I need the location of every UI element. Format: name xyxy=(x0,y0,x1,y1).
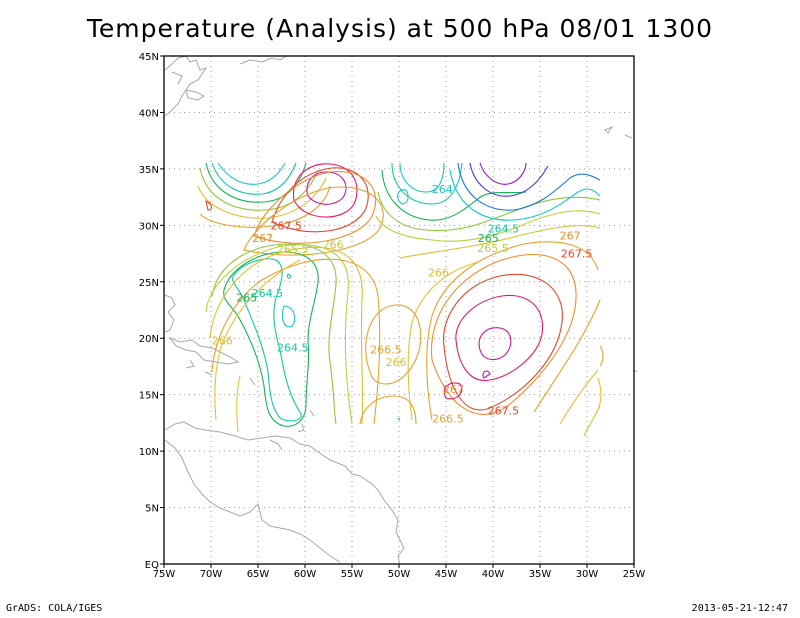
x-tick-label: 75W xyxy=(153,569,176,580)
x-tick-label: 25W xyxy=(623,569,646,580)
contour-label: 264.5 xyxy=(252,287,284,300)
y-tick-label: 10N xyxy=(139,447,159,458)
contour-label: 267.5 xyxy=(488,404,520,417)
axis-ticks: 75W 70W 65W 60W 55W 50W 45W 40W 35W 30W 25W EQ 5N 10N… xyxy=(139,52,646,580)
contour-lines xyxy=(197,162,604,437)
plot-frame xyxy=(163,55,635,565)
contour-label: 266 xyxy=(323,239,344,252)
contour-label: 266 xyxy=(386,356,407,369)
x-tick-label: 65W xyxy=(247,569,270,580)
x-tick-label: 60W xyxy=(294,569,317,580)
contour-label: 266 xyxy=(212,334,233,347)
x-tick-label: 35W xyxy=(529,569,552,580)
contour-label: 265 xyxy=(478,232,499,245)
y-tick-label: 25N xyxy=(139,278,159,289)
grid-lines xyxy=(164,56,634,564)
contour-label: 266 xyxy=(428,267,449,280)
contour-label: 267.5 xyxy=(561,248,593,261)
grads-credit: GrADS: COLA/IGES xyxy=(6,603,103,614)
y-tick-label: EQ xyxy=(145,560,159,571)
y-tick-label: 30N xyxy=(139,221,159,232)
contour-label: 264.5 xyxy=(277,341,309,354)
y-tick-label: 45N xyxy=(139,52,159,63)
y-tick-label: 35N xyxy=(139,165,159,176)
contour-label: 267.5 xyxy=(270,219,302,232)
coastline xyxy=(164,55,638,565)
timestamp: 2013-05-21-12:47 xyxy=(691,603,788,614)
contour-label: 267 xyxy=(443,383,464,396)
contour-label: 264.5 xyxy=(488,223,520,236)
x-tick-label: 70W xyxy=(200,569,223,580)
x-tick-label: 30W xyxy=(576,569,599,580)
contour-label: 267 xyxy=(252,232,273,245)
contour-label: 266.5 xyxy=(370,344,402,357)
contour-label: 265.5 xyxy=(277,243,309,256)
y-tick-label: 15N xyxy=(139,391,159,402)
y-tick-label: 40N xyxy=(139,108,159,119)
x-tick-label: 40W xyxy=(482,569,505,580)
x-tick-label: 50W xyxy=(388,569,411,580)
x-tick-label: 45W xyxy=(435,569,458,580)
contour-label: 265 xyxy=(236,292,257,305)
contour-label: 264 xyxy=(432,183,453,196)
contour-label: 266.5 xyxy=(432,412,464,425)
contour-label: 267 xyxy=(560,229,581,242)
y-tick-label: 5N xyxy=(145,504,159,515)
chart-title: Temperature (Analysis) at 500 hPa 08/01 … xyxy=(86,14,714,43)
x-tick-label: 55W xyxy=(341,569,364,580)
contour-label: 265.5 xyxy=(477,242,509,255)
y-tick-label: 20N xyxy=(139,334,159,345)
